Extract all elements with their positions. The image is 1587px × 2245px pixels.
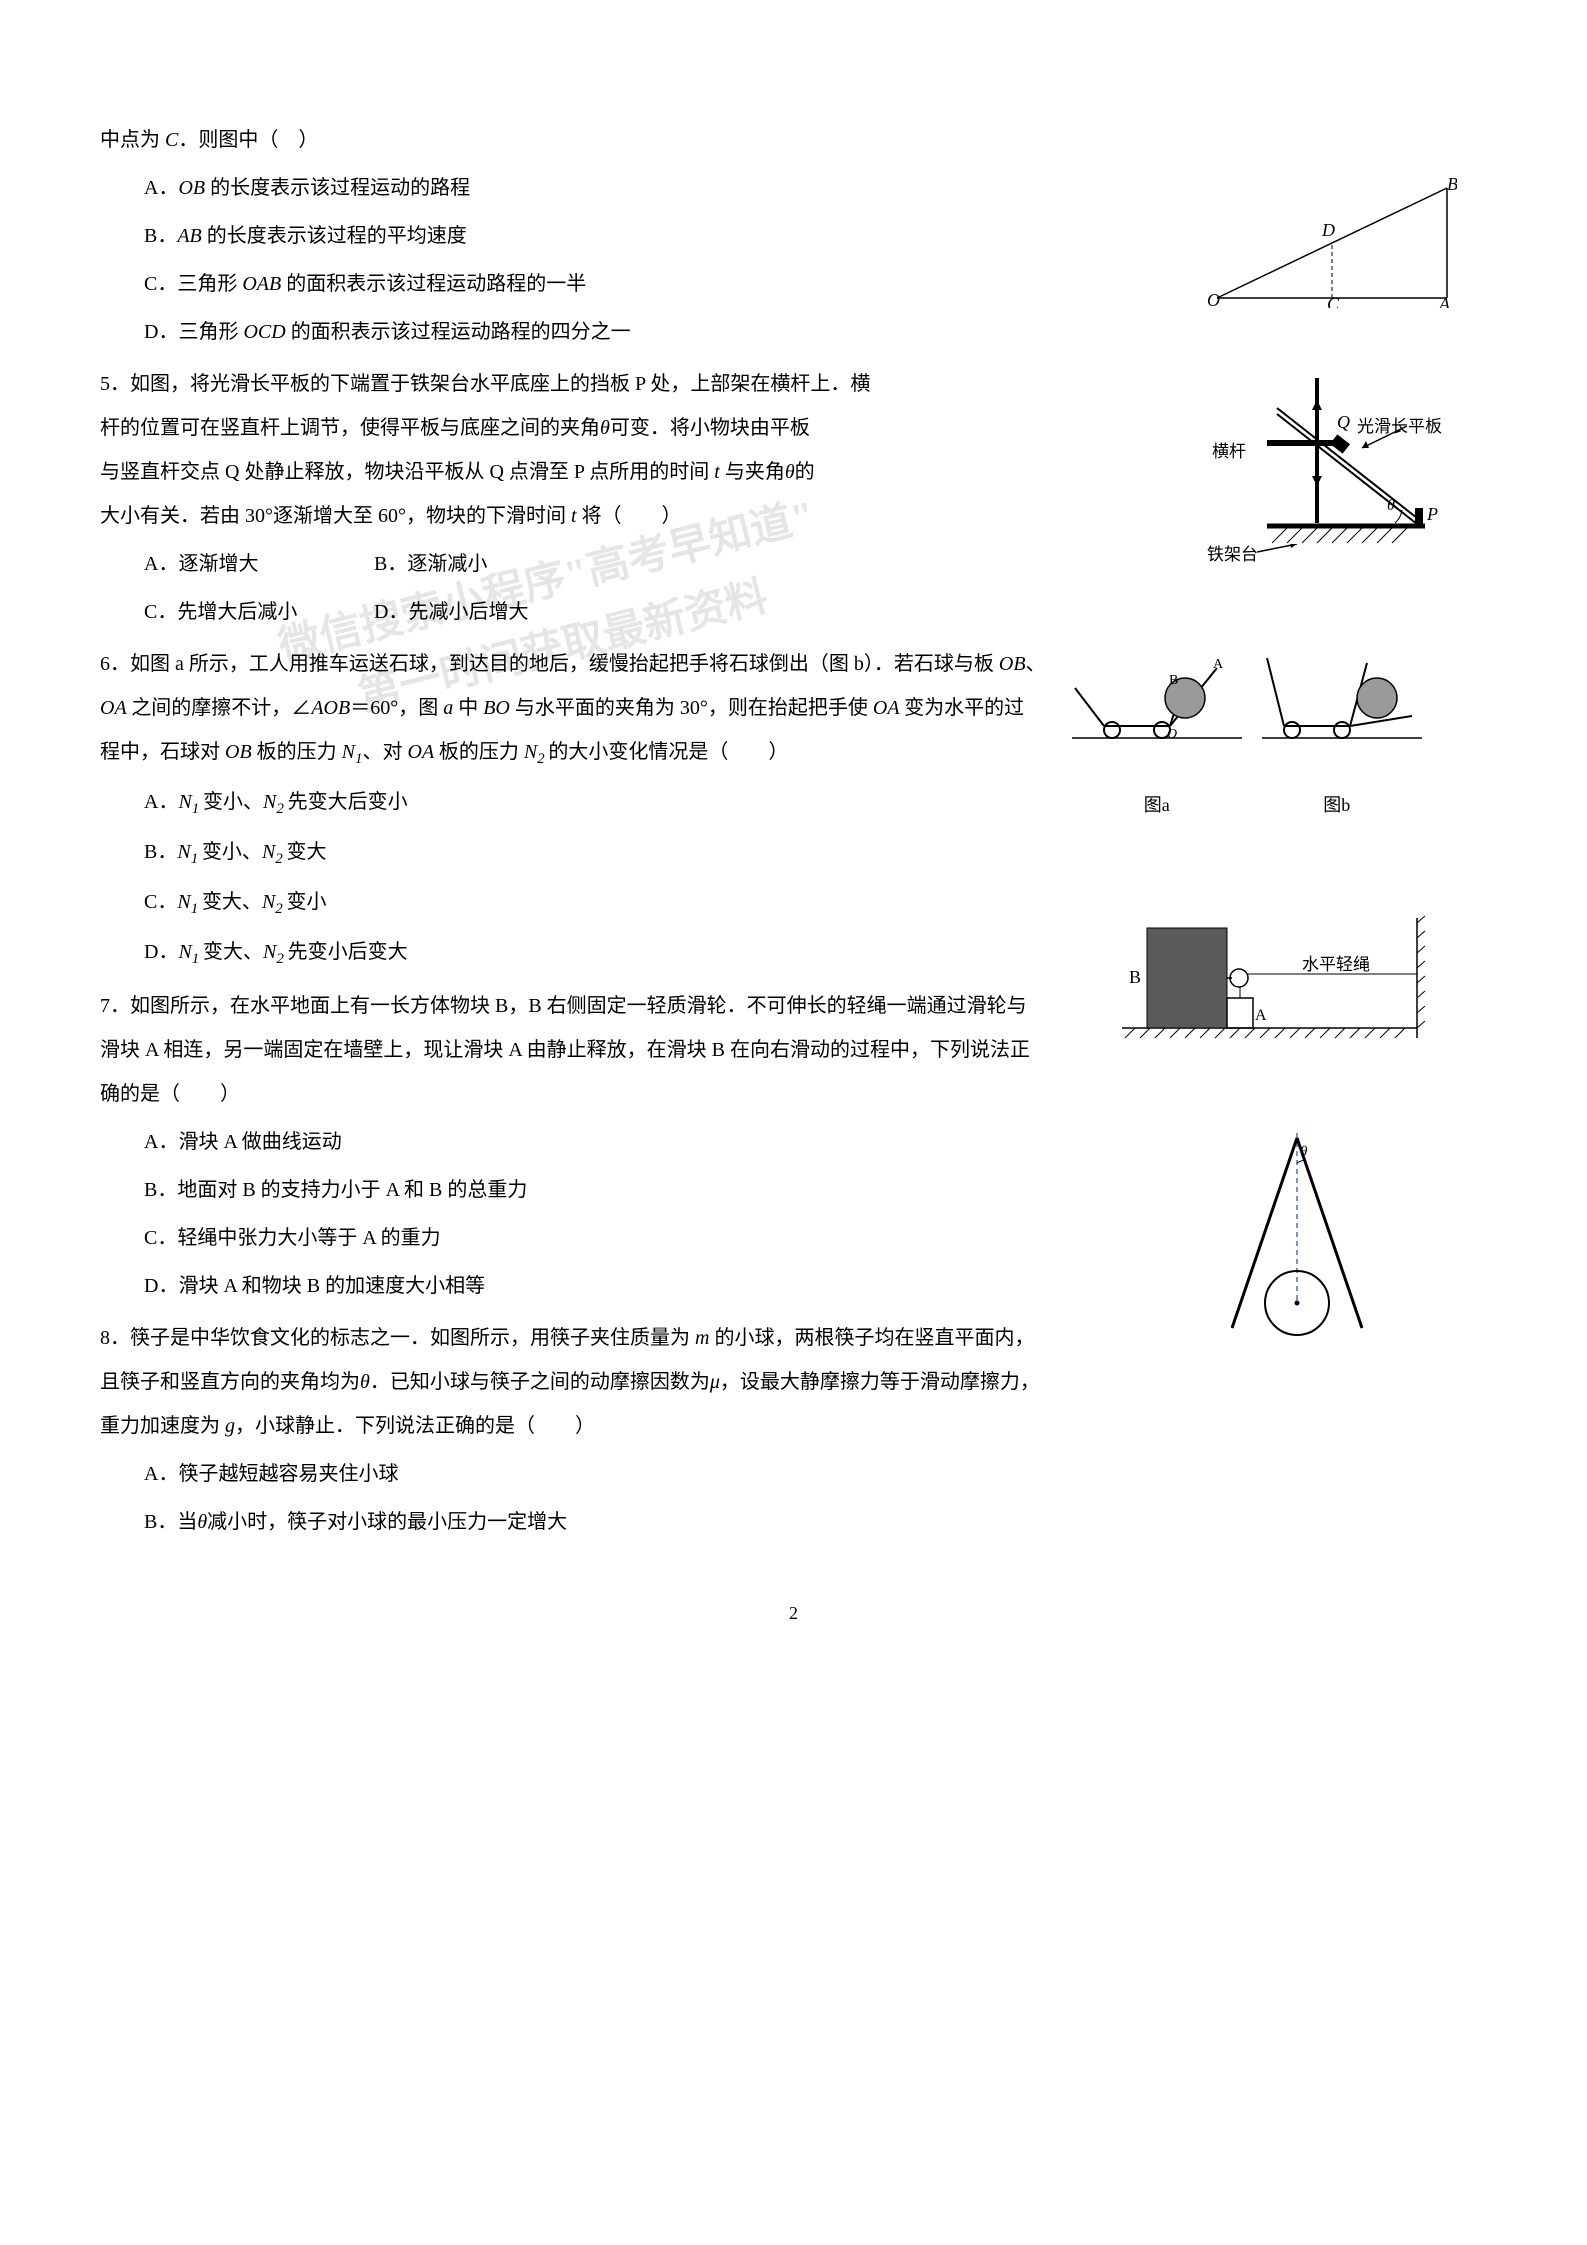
chopsticks-svg: θ — [1207, 1128, 1387, 1348]
triangle-svg: O A B C D — [1207, 178, 1457, 308]
pulley-svg: B A — [1117, 908, 1427, 1058]
page-number: 2 — [100, 1594, 1487, 1634]
fig-A: A — [1255, 1007, 1267, 1024]
arrow-icon — [1257, 544, 1307, 564]
fig-Q: Q — [1337, 412, 1350, 432]
q5-option-A: A．逐渐增大 — [144, 542, 374, 586]
arrow-icon — [1357, 426, 1417, 456]
q4-point-C: C — [165, 129, 178, 151]
fig-B-a: B — [1169, 673, 1178, 688]
q4-stem-suffix: ．则图中（ ） — [178, 129, 318, 151]
q4-stem: 中点为 C．则图中（ ） — [100, 118, 1487, 162]
q5-option-C: C．先增大后减小 — [144, 590, 374, 634]
carts-svg: B A O — [1067, 638, 1427, 768]
q8-stem-l2: 且筷子和竖直方向的夹角均为θ．已知小球与筷子之间的动摩擦因数为μ，设最大静摩擦力… — [100, 1360, 1487, 1404]
fig-P: P — [1426, 504, 1438, 524]
q8-figure: θ — [1207, 1128, 1387, 1364]
fig-bar-label: 横杆 — [1212, 433, 1246, 470]
fig-label-b: 图b — [1323, 786, 1350, 826]
q5-option-D: D．先减小后增大 — [374, 590, 604, 634]
fig-D: D — [1321, 220, 1335, 240]
q6-option-B: B．N1 变小、N2 变大 — [100, 830, 1487, 876]
q4-stem-prefix: 中点为 — [100, 129, 165, 151]
fig-O-a: O — [1167, 727, 1177, 742]
fig-C: C — [1327, 294, 1340, 308]
fig-O: O — [1207, 290, 1220, 308]
q7-figure: B A 水平轻绳 — [1117, 908, 1427, 1074]
fig-rope-label: 水平轻绳 — [1302, 946, 1370, 983]
fig-A: A — [1438, 294, 1451, 308]
page-content: 中点为 C．则图中（ ） A．OB 的长度表示该过程运动的路程 B．AB 的长度… — [100, 118, 1487, 1544]
fig-stand-label: 铁架台 — [1207, 536, 1258, 573]
q7-stem-l3: 确的是（ ） — [100, 1072, 1487, 1116]
q5-option-B: B．逐渐减小 — [374, 542, 604, 586]
fig-theta-8: θ — [1300, 1144, 1308, 1160]
q6-figure: B A O 图a 图b — [1067, 638, 1427, 826]
fig-B: B — [1129, 967, 1141, 987]
fig-label-a: 图a — [1144, 786, 1170, 826]
fig-theta: θ — [1387, 497, 1395, 514]
q4-figure: O A B C D — [1207, 178, 1457, 324]
q5-options-row2: C．先增大后减小 D．先减小后增大 — [100, 590, 1487, 634]
fig-A-a: A — [1213, 657, 1224, 672]
q8-option-B: B．当θ减小时，筷子对小球的最小压力一定增大 — [100, 1500, 1487, 1544]
fig-B: B — [1447, 178, 1457, 194]
q8-stem-l3: 重力加速度为 g，小球静止．下列说法正确的是（ ） — [100, 1404, 1487, 1448]
q5-figure: Q P θ 光滑长平板 横杆 铁架台 — [1177, 368, 1457, 584]
q8-option-A: A．筷子越短越容易夹住小球 — [100, 1452, 1487, 1496]
